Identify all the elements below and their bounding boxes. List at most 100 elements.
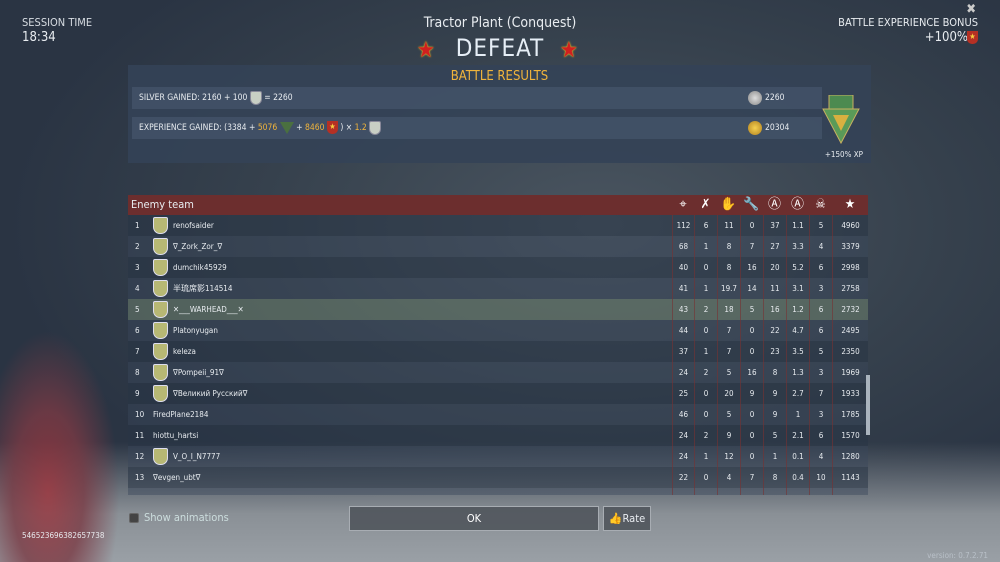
stat-cell: 5: [717, 362, 740, 383]
player-name[interactable]: ∇_Zork_Zor_∇: [173, 242, 223, 251]
table-row[interactable]: 1 renofsaider 112 6 11 0 37 1.1 5 4960: [128, 215, 868, 236]
rate-button[interactable]: 👍Rate: [603, 506, 651, 531]
stat-cell: 1785: [832, 404, 868, 425]
session-time-label: SESSION TIME: [22, 16, 93, 29]
table-row[interactable]: 5 ✕___WARHEAD___✕ 43 2 18 5 16 1.2 6 2732: [128, 299, 868, 320]
stat-cell: 11: [717, 215, 740, 236]
row-rank: 8: [135, 368, 140, 377]
silver-coin-icon: [748, 91, 762, 105]
stat-cell: 1.1: [786, 215, 809, 236]
stat-cell: 19.7: [717, 278, 740, 299]
stat-cell: 2: [763, 488, 786, 495]
stat-cell: 24: [672, 425, 694, 446]
table-row[interactable]: 3 dumchik45929 40 0 8 16 20 5.2 6 2998: [128, 257, 868, 278]
stat-cell: 22: [763, 320, 786, 341]
stat-cell: 23: [763, 341, 786, 362]
player-name[interactable]: Platonyugan: [173, 326, 218, 335]
player-name[interactable]: ∇Великий Русский∇: [173, 389, 248, 398]
row-rank: 14: [135, 488, 144, 495]
stat-cell: 1: [763, 446, 786, 467]
stat-cell: 8: [763, 362, 786, 383]
experience-coin-icon: [748, 121, 762, 135]
stat-cell: 0: [694, 320, 717, 341]
player-emblem-icon: [153, 259, 168, 276]
table-row[interactable]: 10 FiredPlane2184 46 0 5 0 9 1 3 1785: [128, 404, 868, 425]
stat-cell: 2: [694, 425, 717, 446]
table-row[interactable]: 142415120.28979: [128, 488, 868, 495]
stat-cell: 6: [809, 257, 832, 278]
table-row[interactable]: 13 ∇evgen_ubt∇ 22 0 4 7 8 0.4 10 1143: [128, 467, 868, 488]
row-rank: 4: [135, 284, 140, 293]
table-row[interactable]: 4 半琉席影114514 41 1 19.7 14 11 3.1 3 2758: [128, 278, 868, 299]
stat-cell: 112: [672, 215, 694, 236]
table-row[interactable]: 11 hiottu_hartsi 24 2 9 0 5 2.1 6 1570: [128, 425, 868, 446]
stat-cell: 2998: [832, 257, 868, 278]
rank-chevron-icon: [279, 121, 294, 134]
stat-cell: 7: [809, 383, 832, 404]
stat-cell: 41: [672, 278, 694, 299]
stat-cell: 0.1: [786, 446, 809, 467]
ok-button[interactable]: OK: [349, 506, 599, 531]
show-animations-checkbox[interactable]: [129, 513, 139, 523]
stat-cell: 9: [763, 383, 786, 404]
stat-cell: 4960: [832, 215, 868, 236]
player-name[interactable]: ✕___WARHEAD___✕: [173, 305, 244, 314]
player-emblem-icon: [153, 238, 168, 255]
player-name[interactable]: ∇evgen_ubt∇: [153, 473, 201, 482]
player-name[interactable]: V_O_I_N7777: [173, 452, 221, 461]
bonus-value: +100%: [924, 30, 968, 45]
stat-cell: 3379: [832, 236, 868, 257]
thumbs-up-icon: 👍: [608, 512, 623, 525]
team-title: Enemy team: [131, 198, 194, 211]
stat-cell: 20: [763, 257, 786, 278]
enemy-team-table: Enemy team ⌖ ✗ ✋ 🔧 Ⓐ Ⓐ ☠ ★ 1 renofsaider 1…: [128, 195, 868, 495]
stat-cell: 2758: [832, 278, 868, 299]
player-name[interactable]: FiredPlane2184: [153, 410, 209, 419]
player-name[interactable]: 半琉席影114514: [173, 284, 233, 293]
stat-cell: 6: [809, 425, 832, 446]
silver-value: 2260: [765, 93, 785, 103]
xp-bonus-text: +150% XP: [824, 150, 863, 159]
stat-cell: 12: [717, 446, 740, 467]
stat-cell: 27: [763, 236, 786, 257]
stat-cell: 1: [694, 278, 717, 299]
table-row[interactable]: 7 keleza 37 1 7 0 23 3.5 5 2350: [128, 341, 868, 362]
silver-total: = 2260: [264, 93, 293, 103]
stat-cell: 0: [740, 425, 763, 446]
player-name[interactable]: hiottu_hartsi: [153, 431, 199, 440]
circle-a-icon: Ⓐ: [790, 197, 804, 212]
battle-result: DEFEAT: [455, 34, 545, 62]
stat-cell: 2495: [832, 320, 868, 341]
table-scrollbar[interactable]: [866, 375, 870, 435]
player-name[interactable]: keleza: [173, 347, 196, 356]
stat-cell: 2350: [832, 341, 868, 362]
player-name[interactable]: dumchik45929: [173, 263, 227, 272]
player-name[interactable]: renofsaider: [173, 221, 214, 230]
table-row[interactable]: 12 V_O_I_N7777 24 1 12 0 1 0.1 4 1280: [128, 446, 868, 467]
player-emblem-icon: [153, 364, 168, 381]
close-icon[interactable]: ✖: [966, 2, 976, 17]
table-row[interactable]: 9 ∇Великий Русский∇ 25 0 20 9 9 2.7 7 1933: [128, 383, 868, 404]
stat-cell: 24: [672, 362, 694, 383]
shield-a-icon: Ⓐ: [767, 197, 781, 212]
stat-cell: 2: [694, 299, 717, 320]
table-row[interactable]: 2 ∇_Zork_Zor_∇ 68 1 8 7 27 3.3 4 3379: [128, 236, 868, 257]
table-row[interactable]: 6 Platonyugan 44 0 7 0 22 4.7 6 2495: [128, 320, 868, 341]
stat-cell: 37: [763, 215, 786, 236]
stat-cell: 0: [740, 446, 763, 467]
session-time-value: 18:34: [22, 30, 56, 45]
stat-cell: 1: [694, 446, 717, 467]
stat-cell: 8: [763, 467, 786, 488]
stat-cell: 5: [740, 299, 763, 320]
stat-cell: 14: [740, 278, 763, 299]
stat-cell: 5: [763, 425, 786, 446]
medal-icon: ★: [326, 121, 338, 134]
show-animations-label[interactable]: Show animations: [144, 511, 229, 524]
star-icon: ★: [417, 38, 435, 63]
player-name[interactable]: ∇Pompeii_91∇: [173, 368, 224, 377]
stat-cell: 0.4: [786, 467, 809, 488]
stat-cell: 7: [717, 320, 740, 341]
table-row[interactable]: 8 ∇Pompeii_91∇ 24 2 5 16 8 1.3 3 1969: [128, 362, 868, 383]
battle-results-panel: BATTLE RESULTS SILVER GAINED: 2160 + 100…: [128, 65, 871, 163]
stat-cell: 24: [672, 446, 694, 467]
